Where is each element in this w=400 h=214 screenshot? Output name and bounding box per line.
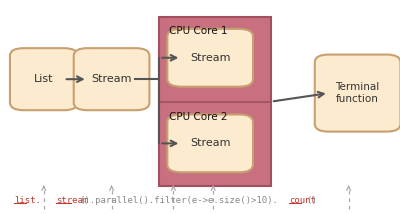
FancyBboxPatch shape	[167, 114, 253, 172]
Text: CPU Core 2: CPU Core 2	[169, 112, 227, 122]
FancyBboxPatch shape	[10, 48, 78, 110]
Text: Terminal
function: Terminal function	[336, 82, 380, 104]
FancyBboxPatch shape	[74, 48, 150, 110]
Text: Stream: Stream	[190, 138, 230, 148]
FancyBboxPatch shape	[315, 55, 400, 132]
Text: count: count	[289, 196, 316, 205]
Text: (): ()	[306, 196, 317, 205]
Text: CPU Core 1: CPU Core 1	[169, 26, 227, 36]
Text: list.: list.	[14, 196, 41, 205]
FancyBboxPatch shape	[159, 17, 271, 186]
Text: stream: stream	[56, 196, 88, 205]
Text: List: List	[34, 74, 54, 84]
Text: Stream: Stream	[91, 74, 132, 84]
FancyBboxPatch shape	[167, 29, 253, 87]
Text: ().parallel().filter(e->e.size()>10).: ().parallel().filter(e->e.size()>10).	[79, 196, 278, 205]
Text: Stream: Stream	[190, 53, 230, 63]
